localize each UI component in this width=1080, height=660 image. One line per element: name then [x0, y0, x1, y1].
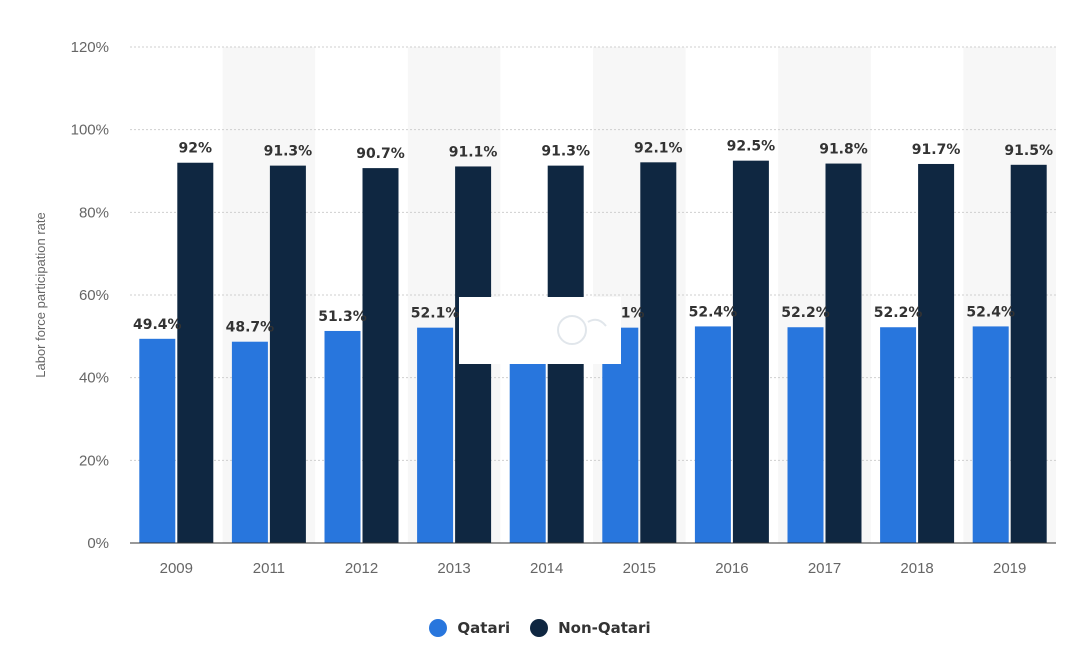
- x-tick-label: 2019: [993, 560, 1026, 577]
- data-label: 91.8%: [819, 142, 868, 158]
- y-tick-label: 120%: [71, 39, 109, 56]
- x-tick-label: 2014: [530, 560, 563, 577]
- bar-qatari-2016: [694, 326, 731, 543]
- bar-qatari-2018: [880, 327, 917, 543]
- bar-chart: 0% 20% 40% 60% 80% 100% 120% 49.4% 92% 48.7% 91.3…: [33, 39, 1056, 577]
- data-label: 49.4%: [133, 317, 182, 333]
- bar-non-qatari-2017: [825, 163, 862, 543]
- bar-non-qatari-2018: [918, 163, 955, 543]
- y-tick-label: 60%: [79, 287, 109, 304]
- bars: [139, 160, 1047, 544]
- x-tick-label: 2015: [623, 560, 656, 577]
- data-label: 52.4%: [689, 304, 738, 320]
- legend-item-non-qatari[interactable]: Non-Qatari: [530, 619, 651, 637]
- bar-qatari-2009: [139, 338, 176, 543]
- y-tick-label: 100%: [71, 122, 109, 139]
- x-tick-label: 2009: [160, 560, 193, 577]
- data-label: 91.7%: [912, 142, 961, 158]
- data-label: 90.7%: [356, 146, 405, 162]
- legend-label-qatari: Qatari: [457, 619, 511, 637]
- bar-non-qatari-2016: [732, 160, 769, 543]
- data-label: 52.4%: [966, 304, 1015, 320]
- data-label: 91.3%: [264, 144, 313, 160]
- y-tick-label: 40%: [79, 370, 109, 387]
- legend: Qatari Non-Qatari: [0, 614, 1080, 642]
- y-tick-label: 80%: [79, 204, 109, 221]
- data-label: 52.2%: [781, 305, 830, 321]
- data-label: 48.7%: [226, 320, 275, 336]
- bar-qatari-2013: [417, 327, 454, 543]
- x-tick-label: 2016: [715, 560, 748, 577]
- y-tick-label: 0%: [87, 535, 109, 552]
- bar-non-qatari-2019: [1010, 164, 1047, 544]
- bar-qatari-2019: [972, 326, 1009, 543]
- x-tick-label: 2012: [345, 560, 378, 577]
- data-label: 92.1%: [634, 140, 683, 156]
- x-tick-label: 2011: [253, 560, 285, 577]
- x-axis-ticks: 2009 2011 2012 2013 2014 2015 2016 2017 2018 2019: [160, 560, 1027, 577]
- bar-qatari-2011: [231, 341, 268, 543]
- legend-swatch-qatari: [429, 619, 448, 637]
- y-axis-label: Labor force participation rate: [33, 212, 48, 377]
- data-label: 91.5%: [1004, 143, 1053, 159]
- legend-label-non-qatari: Non-Qatari: [558, 619, 651, 637]
- y-axis-ticks: 0% 20% 40% 60% 80% 100% 120%: [71, 39, 109, 552]
- bar-non-qatari-2015: [640, 162, 677, 543]
- data-label: 92.5%: [727, 139, 776, 155]
- data-label: 52.1%: [411, 306, 460, 322]
- data-label: 91.3%: [541, 144, 590, 160]
- watermark: [459, 297, 621, 364]
- x-tick-label: 2018: [900, 560, 933, 577]
- bar-non-qatari-2012: [362, 168, 399, 543]
- x-tick-label: 2017: [808, 560, 841, 577]
- x-tick-label: 2013: [437, 560, 470, 577]
- bar-qatari-2012: [324, 330, 361, 543]
- legend-swatch-non-qatari: [530, 619, 549, 637]
- bar-qatari-2017: [787, 327, 824, 543]
- data-label: 91.1%: [449, 144, 498, 160]
- data-label: 52.2%: [874, 305, 923, 321]
- bar-non-qatari-2009: [177, 162, 214, 543]
- bar-non-qatari-2011: [269, 165, 306, 544]
- data-labels: 49.4% 92% 48.7% 91.3% 51.3% 90.7% 52.1% 91.1% 91…: [133, 139, 1053, 336]
- data-label: 51.3%: [318, 309, 367, 325]
- y-tick-label: 20%: [79, 452, 109, 469]
- data-label: 92%: [179, 141, 213, 157]
- legend-item-qatari[interactable]: Qatari: [429, 619, 510, 637]
